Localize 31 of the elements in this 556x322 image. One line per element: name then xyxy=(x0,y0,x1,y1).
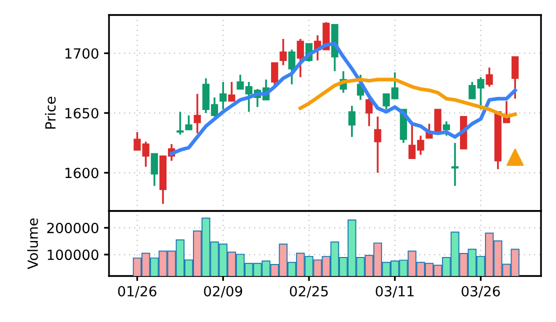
candlestick xyxy=(366,98,373,128)
candlestick xyxy=(150,152,158,187)
x-tick-label: 02/09 xyxy=(204,286,242,298)
candlestick xyxy=(220,81,227,110)
y-axis-title: Volume xyxy=(27,218,38,270)
candlestick xyxy=(486,66,493,88)
candlestick xyxy=(451,142,459,187)
y-tick-label: 1700 xyxy=(65,48,98,59)
candlestick xyxy=(348,104,356,138)
candlestick xyxy=(442,120,450,137)
candlestick xyxy=(280,38,287,66)
candlestick xyxy=(185,114,192,131)
y-tick-label: 1650 xyxy=(65,108,98,118)
candlestick xyxy=(194,92,201,134)
candlestick xyxy=(271,62,278,88)
y-axis-title: Price xyxy=(44,96,56,129)
y-tick-label: 100000 xyxy=(48,250,98,260)
candlestick xyxy=(228,81,236,102)
candlestick xyxy=(288,48,296,86)
candlestick xyxy=(374,116,382,174)
x-tick-label: 03/11 xyxy=(376,286,414,298)
candlestick xyxy=(434,108,442,133)
candlestick xyxy=(176,110,184,136)
y-tick-label: 1600 xyxy=(65,168,98,178)
x-tick-label: 01/26 xyxy=(118,286,156,298)
x-tick-label: 03/26 xyxy=(462,286,500,298)
y-tick-label: 200000 xyxy=(47,222,98,234)
line-series xyxy=(170,42,517,156)
x-tick-label: 02/25 xyxy=(290,286,328,298)
candlestick xyxy=(296,38,304,78)
candlestick xyxy=(512,56,519,100)
